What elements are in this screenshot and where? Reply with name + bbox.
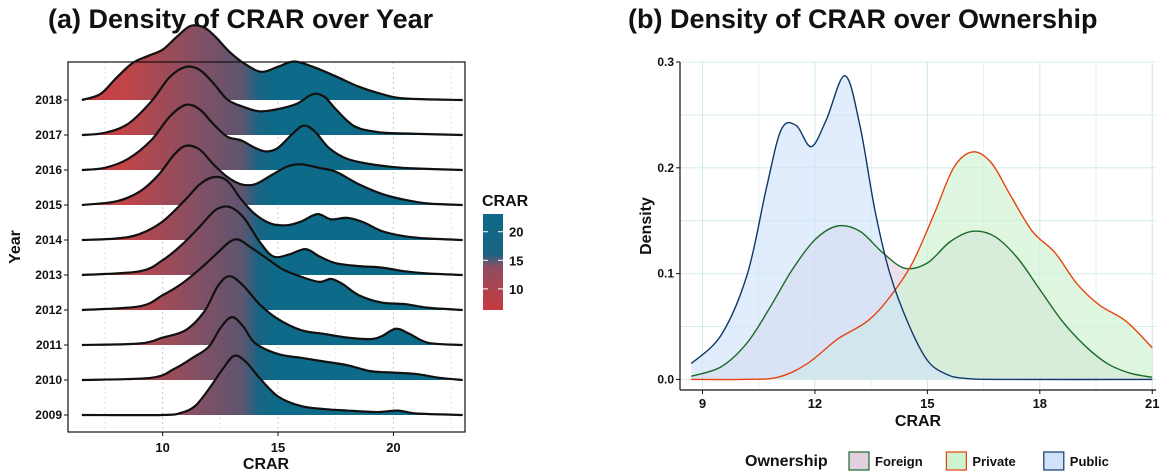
y-tick-label-2010: 2010 (35, 373, 62, 387)
ridgeline-plot: 2009201020112012201320142015201620172018… (7, 24, 466, 473)
b-y-tick-label: 0.0 (657, 372, 674, 386)
crar-legend-title: CRAR (482, 193, 529, 210)
ownership-legend-title: Ownership (745, 453, 828, 470)
legend-key-foreign (848, 451, 870, 471)
b-x-tick-label-21: 21 (1145, 396, 1159, 411)
panel-b-x-label: CRAR (895, 413, 942, 430)
ridge-line-2015 (81, 144, 463, 207)
y-tick-label-2014: 2014 (35, 233, 62, 247)
x-tick-label-15: 15 (271, 440, 285, 455)
ridge-fill-2011 (81, 276, 463, 345)
ridge-fill-2012 (81, 239, 463, 310)
line-private (691, 151, 1153, 381)
y-tick-label-2009: 2009 (35, 408, 62, 422)
y-tick-label-2016: 2016 (35, 163, 62, 177)
crar-axis-b: 9 12 15 18 21 (699, 390, 1159, 411)
panel-b-y-label: Density (638, 197, 655, 255)
panel-a-x-label: CRAR (243, 456, 290, 473)
panel-b-title: (b) Density of CRAR over Ownership (628, 4, 1098, 34)
b-x-tick-label-15: 15 (920, 396, 934, 411)
ridge-fill-2010 (81, 317, 463, 380)
ridge-line-2010 (81, 316, 463, 382)
panel-a-title: (a) Density of CRAR over Year (48, 4, 434, 34)
ridge-line-2012 (81, 238, 463, 312)
ridge-line-2017 (81, 65, 463, 137)
y-tick-label-2011: 2011 (36, 338, 62, 352)
y-tick-label-2017: 2017 (35, 128, 62, 142)
b-y-tick-label: 0.1 (657, 267, 674, 281)
legend-key-private (945, 451, 968, 471)
colorbar-label-15: 15 (509, 253, 523, 268)
ownership-legend: Ownership Foreign Private Public (745, 451, 1109, 471)
panel-a-y-label: Year (7, 230, 24, 264)
y-tick-label-2012: 2012 (35, 303, 62, 317)
b-y-tick-label: 0.2 (657, 161, 674, 175)
ridge-line-2011 (81, 275, 463, 347)
year-axis: 2009 2010 2011 2012 2013 2014 2015 2016 2017 2018 (35, 93, 68, 422)
line-foreign (691, 224, 1153, 378)
ridge-line-2018 (81, 24, 463, 102)
y-tick-label-2015: 2015 (35, 198, 62, 212)
b-x-tick-label-9: 9 (699, 396, 706, 411)
colorbar-label-20: 20 (509, 225, 523, 240)
b-y-tick-label: 0.3 (657, 55, 674, 69)
x-tick-label-20: 20 (386, 440, 400, 455)
ridge-fill-2009 (81, 355, 463, 416)
crar-colorbar (483, 214, 503, 310)
b-x-tick-label-18: 18 (1033, 396, 1047, 411)
legend-label-foreign: Foreign (875, 454, 923, 469)
ridge-fill-2018 (81, 25, 463, 100)
ridge-line-2013 (81, 205, 463, 277)
y-tick-label-2018: 2018 (35, 93, 62, 107)
legend-key-public (1043, 451, 1065, 471)
ridge-fill-2013 (81, 206, 463, 275)
legend-label-public: Public (1070, 454, 1109, 469)
legend-label-private: Private (972, 454, 1015, 469)
area-public (691, 75, 1153, 380)
ridgeline-series (81, 24, 463, 417)
panel-a-border (67, 61, 466, 433)
density-axis: 0.0 0.1 0.2 0.3 (657, 55, 680, 386)
b-x-tick-label-12: 12 (808, 396, 822, 411)
y-tick-label-2013: 2013 (35, 268, 62, 282)
line-public (690, 75, 1153, 381)
density-plot: 0.0 0.1 0.2 0.3 9 12 15 18 21 CRAR Density Owne… (638, 55, 1159, 471)
crar-axis: 10 15 20 (155, 432, 401, 455)
colorbar-label-10: 10 (509, 282, 523, 297)
ridge-line-2009 (81, 354, 463, 417)
ridge-line-2016 (81, 103, 463, 172)
ridge-line-2014 (81, 175, 463, 242)
x-tick-label-10: 10 (155, 440, 169, 455)
crar-color-legend: CRAR 10 15 20 (482, 193, 529, 310)
density-series (690, 75, 1153, 381)
crar-colorbar-ticks: 10 15 20 (483, 225, 523, 297)
